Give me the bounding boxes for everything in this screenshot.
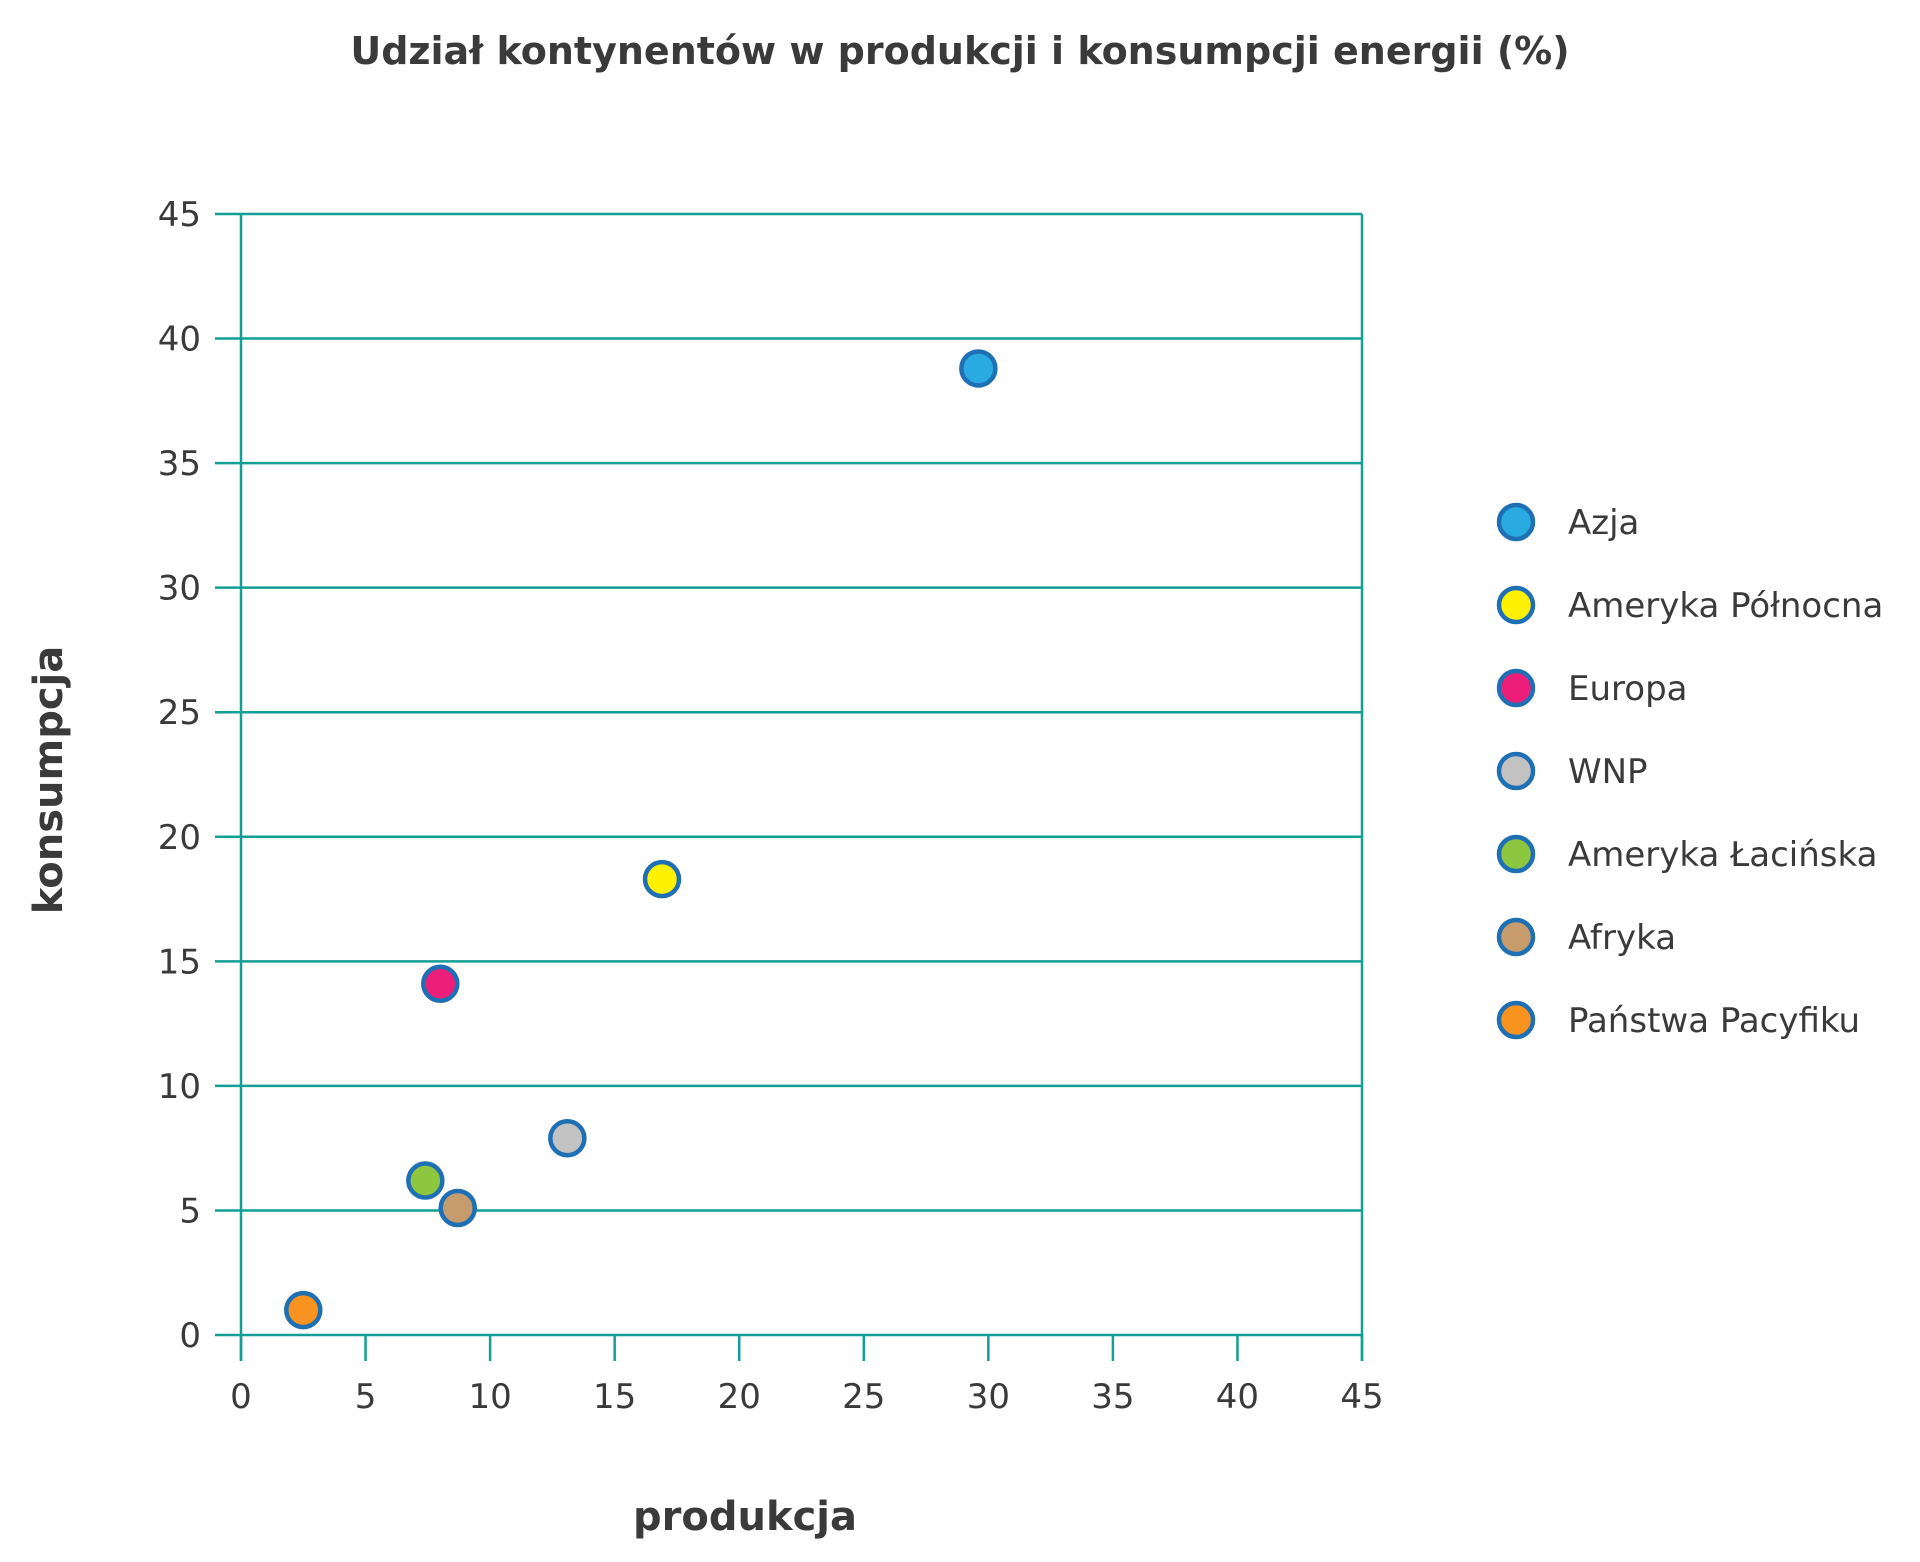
legend-label: Afryka <box>1568 918 1676 958</box>
x-tick-label: 10 <box>468 1377 511 1417</box>
grid-lines <box>215 212 1362 1337</box>
chart-title: Udział kontynentów w produkcji i konsump… <box>350 29 1569 73</box>
y-tick-label: 5 <box>179 1191 201 1231</box>
legend-marker <box>1496 917 1536 957</box>
legend-marker <box>1496 834 1536 874</box>
data-point-azja <box>959 349 998 388</box>
y-tick-label: 10 <box>158 1067 201 1107</box>
y-tick-label: 0 <box>179 1316 201 1356</box>
x-tick-label: 35 <box>1091 1377 1134 1417</box>
x-tick-label: 30 <box>967 1377 1010 1417</box>
x-tick-label: 15 <box>593 1377 636 1417</box>
x-axis-label: produkcja <box>633 1494 857 1540</box>
data-point-ameryka-łacińska <box>406 1161 445 1200</box>
data-points <box>284 349 998 1330</box>
data-point-europa <box>421 964 460 1004</box>
y-tick-label: 30 <box>158 569 201 609</box>
data-point-ameryka-północna <box>642 859 682 899</box>
legend-marker <box>1496 1000 1536 1040</box>
y-tick-label: 40 <box>158 320 201 360</box>
data-point-afryka <box>438 1188 477 1228</box>
y-tick-label: 45 <box>158 195 201 235</box>
data-point-wnp <box>548 1118 587 1158</box>
x-axis-ticks: 0 5 10 15 20 25 30 35 40 45 <box>230 1335 1384 1417</box>
y-tick-label: 15 <box>158 942 201 982</box>
legend-marker <box>1496 751 1536 791</box>
y-tick-label: 20 <box>158 818 201 858</box>
legend-label: WNP <box>1568 752 1648 792</box>
legend-marker <box>1496 585 1536 625</box>
y-axis-ticks: 0 5 10 15 20 25 30 35 40 45 <box>158 195 201 1356</box>
x-tick-label: 25 <box>842 1377 885 1417</box>
legend-marker <box>1496 502 1536 542</box>
axes <box>239 214 1364 1361</box>
data-point-państwa-pacyfiku <box>284 1290 323 1330</box>
x-tick-label: 20 <box>718 1377 761 1417</box>
x-tick-label: 5 <box>355 1377 377 1417</box>
legend-label: Europa <box>1568 669 1687 709</box>
y-tick-label: 35 <box>158 444 201 484</box>
x-tick-label: 45 <box>1340 1377 1383 1417</box>
legend-label: Ameryka Północna <box>1568 586 1883 626</box>
y-tick-label: 25 <box>158 693 201 733</box>
y-axis-label: konsumpcja <box>26 646 72 915</box>
x-tick-label: 0 <box>230 1377 252 1417</box>
legend-label: Państwa Pacyfiku <box>1568 1001 1860 1041</box>
legend-marker <box>1496 668 1536 708</box>
legend-label: Azja <box>1568 503 1639 543</box>
legend-label: Ameryka Łacińska <box>1568 835 1877 875</box>
legend: Azja Ameryka Północna Europa WNP Ameryka Łac… <box>1496 502 1883 1041</box>
x-tick-label: 40 <box>1216 1377 1259 1417</box>
